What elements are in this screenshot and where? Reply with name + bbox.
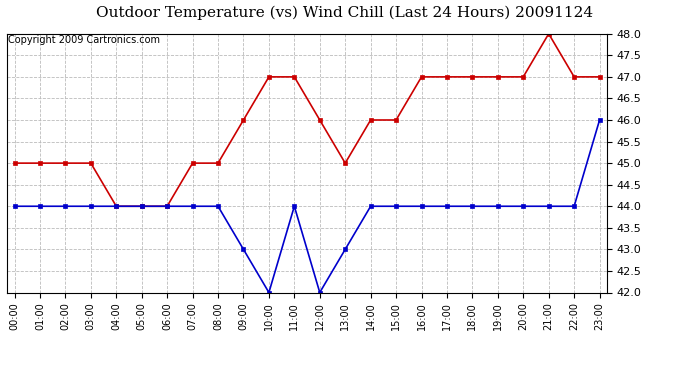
Text: Copyright 2009 Cartronics.com: Copyright 2009 Cartronics.com [8,35,160,45]
Text: Outdoor Temperature (vs) Wind Chill (Last 24 Hours) 20091124: Outdoor Temperature (vs) Wind Chill (Las… [97,6,593,20]
